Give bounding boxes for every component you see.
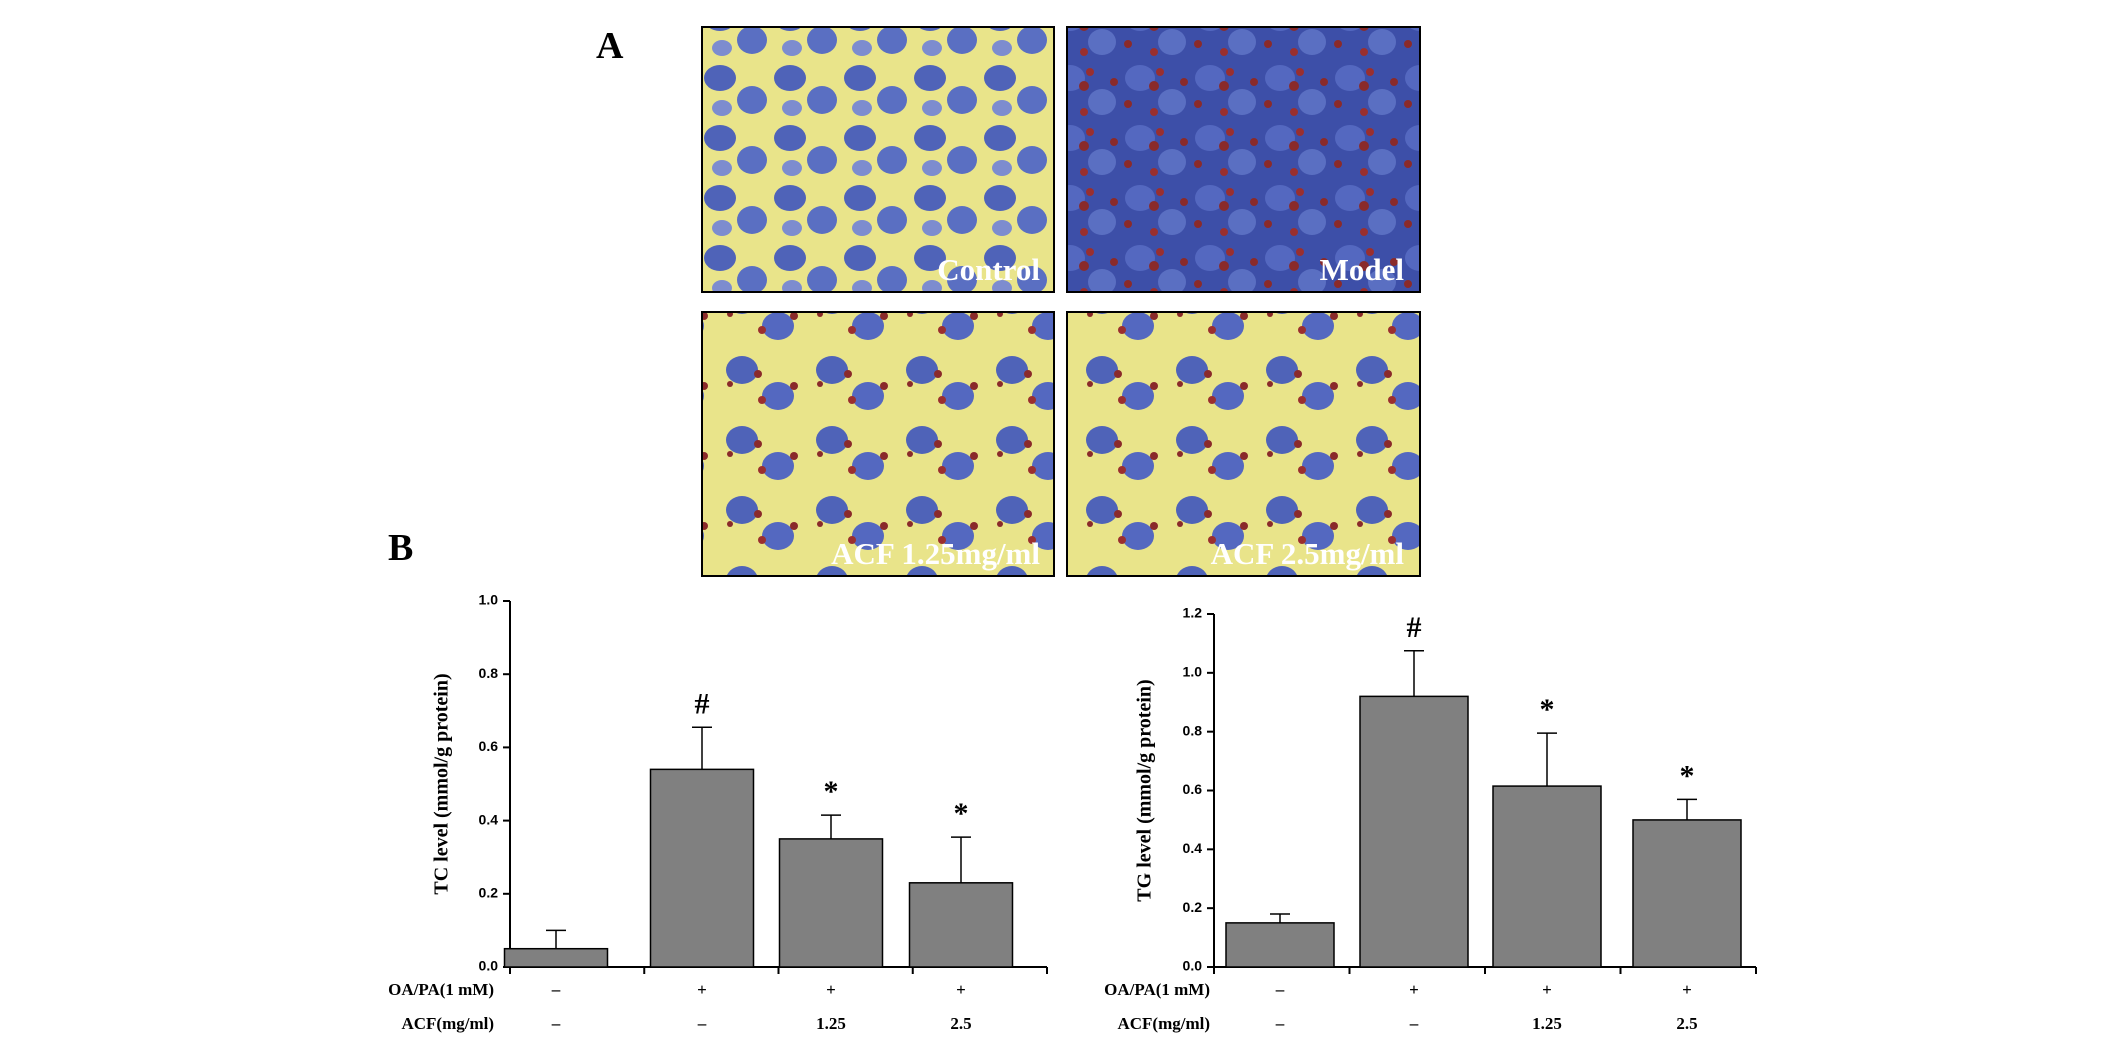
bar <box>503 947 609 968</box>
error-bar <box>951 836 971 883</box>
condition-label: + <box>826 980 836 999</box>
significance-mark: * <box>824 775 839 808</box>
panel-label: A <box>596 25 624 67</box>
condition-label: – <box>1275 1014 1285 1033</box>
condition-row-label: ACF(mg/ml) <box>1117 1014 1210 1033</box>
y-tick-label: 0.0 <box>479 958 499 974</box>
panel-label: B <box>388 527 413 569</box>
bar <box>1225 922 1335 968</box>
micrograph <box>701 311 1055 577</box>
error-bar <box>1270 913 1290 923</box>
condition-label: 1.25 <box>816 1014 846 1033</box>
bar <box>649 768 755 968</box>
micrograph <box>701 26 1055 293</box>
y-axis-label: TC level (mmol/g protein) <box>431 673 453 894</box>
bar <box>1359 695 1469 968</box>
y-tick-label: 0.4 <box>479 811 499 827</box>
y-tick-label: 0.4 <box>1183 840 1203 856</box>
condition-label: 2.5 <box>950 1014 971 1033</box>
condition-label: – <box>1275 980 1285 999</box>
condition-label: – <box>1409 1014 1419 1033</box>
y-tick-label: 0.6 <box>479 738 499 754</box>
error-bar <box>546 929 566 949</box>
condition-row-label: OA/PA(1 mM) <box>1104 980 1210 999</box>
y-tick-label: 0.8 <box>479 665 499 681</box>
image-label: ACF 2.5mg/ml <box>1211 536 1405 571</box>
y-tick-label: 1.0 <box>1183 664 1203 680</box>
y-tick-label: 0.0 <box>1183 958 1203 974</box>
condition-row-label: ACF(mg/ml) <box>401 1014 494 1033</box>
error-bar <box>1537 732 1557 787</box>
y-axis-label: TG level (mmol/g protein) <box>1134 679 1156 901</box>
condition-label: – <box>697 1014 707 1033</box>
error-bar <box>692 726 712 770</box>
error-bar <box>821 814 841 839</box>
condition-label: – <box>551 980 561 999</box>
significance-mark: * <box>954 797 969 830</box>
condition-label: + <box>1542 980 1552 999</box>
condition-label: + <box>1409 980 1419 999</box>
significance-mark: # <box>1407 611 1422 644</box>
bar <box>908 882 1014 968</box>
significance-mark: # <box>695 687 710 720</box>
error-bar <box>1404 650 1424 697</box>
condition-label: + <box>956 980 966 999</box>
image-label: Control <box>937 252 1040 287</box>
y-tick-label: 1.2 <box>1183 605 1203 621</box>
error-bar <box>1677 798 1697 820</box>
condition-label: + <box>697 980 707 999</box>
image-label: Model <box>1320 252 1405 287</box>
micrograph <box>1066 26 1421 293</box>
y-tick-label: 0.2 <box>1183 899 1203 915</box>
significance-mark: * <box>1680 759 1695 792</box>
image-label: ACF 1.25mg/ml <box>831 536 1040 571</box>
y-tick-label: 0.6 <box>1183 781 1203 797</box>
condition-label: – <box>551 1014 561 1033</box>
condition-label: + <box>1682 980 1692 999</box>
condition-label: 1.25 <box>1532 1014 1562 1033</box>
condition-row-label: OA/PA(1 mM) <box>388 980 494 999</box>
y-tick-label: 0.2 <box>479 885 499 901</box>
bar <box>1632 819 1742 968</box>
micrograph <box>1066 311 1421 577</box>
bar <box>1492 785 1602 968</box>
y-tick-label: 0.8 <box>1183 722 1203 738</box>
significance-mark: * <box>1540 693 1555 726</box>
bar <box>778 838 884 968</box>
condition-label: 2.5 <box>1676 1014 1697 1033</box>
y-tick-label: 1.0 <box>479 592 499 608</box>
